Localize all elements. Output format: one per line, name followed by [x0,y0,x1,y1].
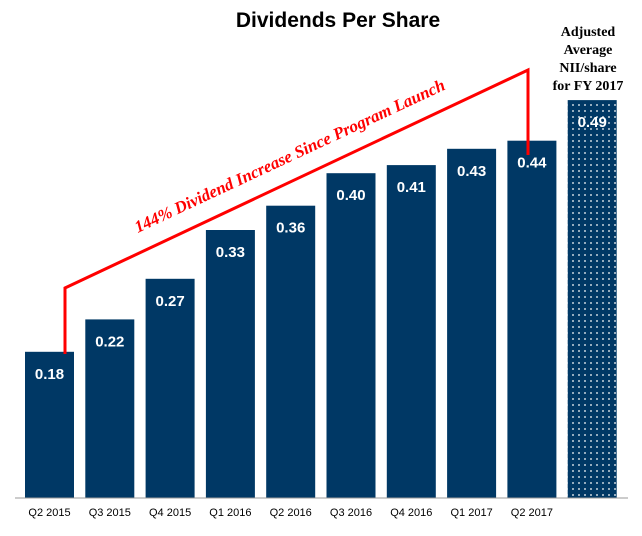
x-tick-label: Q2 2017 [511,507,553,519]
bar-fy2017-adjusted [567,100,617,498]
bar-value-label: 0.18 [35,366,64,383]
x-tick-label: Q4 2015 [149,507,191,519]
bar-q1-2016 [205,230,255,498]
bar-group: 0.18 Q2 2015 0.22 Q3 2015 0.27 Q4 2015 0.33 Q1 … [25,100,617,519]
bar-value-label: 0.40 [336,187,365,204]
bar-q2-2015 [25,351,74,498]
x-tick-label: Q2 2015 [28,507,70,519]
side-note-line-4: for FY 2017 [553,79,624,94]
bar-value-label: 0.22 [95,333,124,350]
x-tick-label: Q4 2016 [390,507,432,519]
increase-bracket [63,67,530,354]
bar-q4-2015 [145,278,195,498]
bar-q3-2016 [326,173,376,498]
x-tick-label: Q3 2015 [89,507,131,519]
bar-value-label: 0.33 [216,244,245,261]
bar-q2-2016 [266,205,316,498]
bar-q2-2017 [507,140,557,498]
x-tick-label: Q3 2016 [330,507,372,519]
side-note-line-3: NII/share [559,61,616,76]
bar-q1-2017 [447,148,497,499]
chart-title: Dividends Per Share [236,9,440,32]
bar-value-label: 0.41 [397,179,426,196]
bar-value-label: 0.27 [155,293,184,310]
bar-q4-2016 [386,165,436,498]
side-note-line-1: Adjusted [561,25,616,40]
x-tick-label: Q1 2016 [209,507,251,519]
bar-q3-2015 [85,319,135,498]
side-note-line-2: Average [564,43,613,58]
bar-value-label: 0.49 [578,114,607,131]
bar-value-label: 0.43 [457,163,486,180]
bar-value-label: 0.36 [276,220,305,237]
bar-value-label: 0.44 [517,155,547,172]
x-tick-label: Q2 2016 [270,507,312,519]
x-tick-label: Q1 2017 [450,507,492,519]
